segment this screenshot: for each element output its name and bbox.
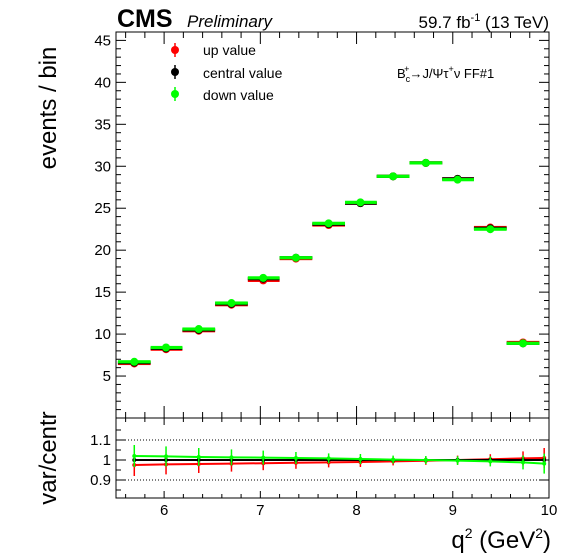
luminosity-exponent: -1: [471, 12, 481, 24]
process-annotation: Bc+→J/Ψτ+ν FF#1: [397, 64, 494, 84]
main-point: [259, 273, 268, 282]
legend-central-label: central value: [203, 65, 283, 81]
main-y-axis-title: events / bin: [35, 47, 62, 170]
ratio-point: [229, 455, 234, 460]
main-point: [421, 158, 430, 167]
legend-down-label: down value: [203, 87, 274, 103]
ratio-point: [358, 457, 363, 461]
main-y-tick-label: 30: [94, 158, 111, 175]
legend-down-marker: [171, 90, 179, 98]
main-y-tick-label: 25: [94, 200, 111, 217]
legend-up-marker: [171, 46, 179, 54]
main-point: [162, 343, 171, 352]
ratio-point: [293, 456, 298, 460]
data-marks: [117, 158, 547, 476]
ratio-point: [542, 461, 547, 466]
main-y-tick-label: 15: [94, 284, 111, 301]
x-tick-label: 9: [449, 502, 457, 519]
main-y-tick-label: 10: [94, 326, 111, 343]
main-point: [324, 219, 333, 228]
x-tick-label: 10: [541, 502, 558, 519]
main-series-1: [117, 158, 540, 367]
preliminary-label: Preliminary: [187, 12, 274, 31]
axes: 5 10 15 20 25 30 35 40 45 6 7 8 9 10 0.9 1 1.1: [90, 31, 558, 519]
ratio-point: [196, 455, 201, 459]
main-point: [356, 198, 365, 207]
main-point: [130, 357, 139, 366]
x-axis-title: q2 (GeV2): [451, 525, 551, 554]
legend-up-label: up value: [203, 42, 256, 58]
main-point: [194, 325, 203, 334]
ratio-y-tick-label: 1.1: [90, 432, 111, 449]
ratio-point: [488, 459, 493, 464]
ratio-panel-frame: [115, 417, 550, 499]
main-point: [291, 253, 300, 262]
main-point: [227, 299, 236, 308]
ratio-line: [134, 455, 545, 465]
ratio-y-axis-title: var/centr: [35, 411, 62, 504]
ratio-series-2: [132, 445, 547, 474]
main-y-tick-label: 45: [94, 32, 111, 49]
ratio-point: [521, 460, 526, 465]
ratio-point: [261, 455, 266, 460]
ratio-y-tick-label: 1: [103, 452, 111, 469]
main-y-tick-label: 40: [94, 74, 111, 91]
main-point: [389, 172, 398, 181]
ratio-point: [455, 458, 460, 463]
x-tick-label: 8: [352, 502, 360, 519]
ratio-point: [164, 454, 169, 459]
ratio-point: [391, 457, 396, 462]
luminosity-label: 59.7 fb-1 (13 TeV): [419, 12, 549, 32]
x-tick-label: 6: [160, 502, 168, 519]
ratio-point: [132, 454, 137, 458]
x-tick-label: 7: [256, 502, 264, 519]
main-y-tick-label: 5: [103, 368, 111, 385]
main-series-2: [117, 158, 540, 366]
ratio-point: [423, 458, 428, 462]
main-y-tick-label: 35: [94, 116, 111, 133]
ratio-y-tick-label: 0.9: [90, 472, 111, 489]
legend-central-marker: [171, 68, 179, 76]
main-series-0: [117, 158, 540, 368]
ratio-point: [326, 456, 331, 461]
legend: up value central value down value: [171, 42, 283, 103]
main-point: [486, 225, 495, 234]
main-y-tick-label: 20: [94, 242, 111, 259]
main-point: [453, 175, 462, 184]
main-point: [519, 339, 528, 348]
cms-label: CMS: [117, 5, 173, 33]
